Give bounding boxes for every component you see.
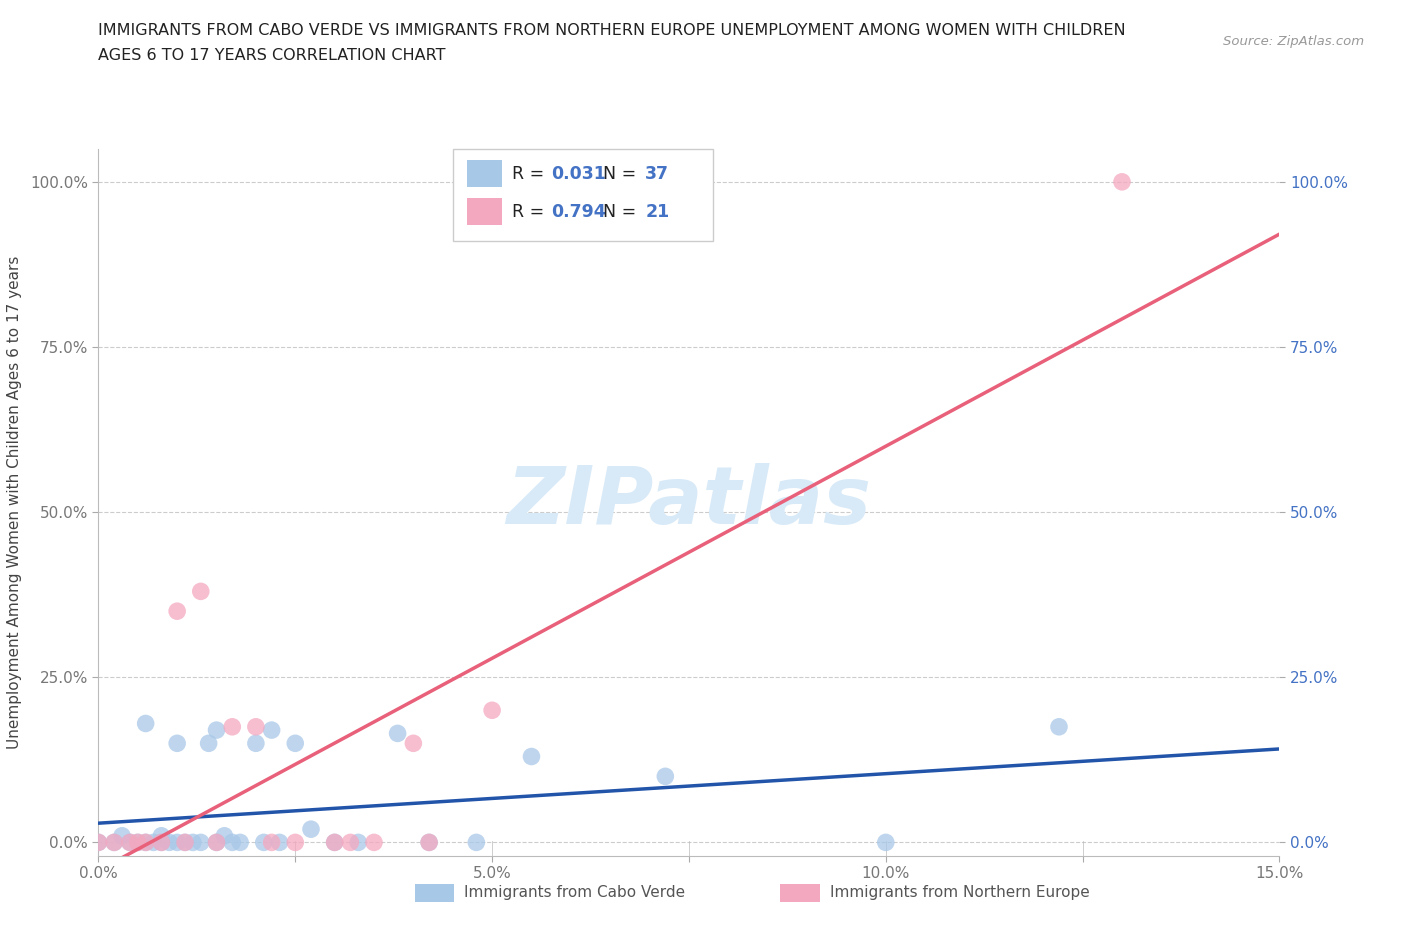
- Point: [118, 835, 141, 850]
- Point: [181, 835, 204, 850]
- Point: [150, 835, 173, 850]
- Point: [103, 835, 125, 850]
- Text: Immigrants from Northern Europe: Immigrants from Northern Europe: [830, 885, 1090, 900]
- Point: [284, 835, 307, 850]
- Point: [205, 723, 228, 737]
- FancyBboxPatch shape: [467, 160, 502, 187]
- Point: [253, 835, 276, 850]
- Point: [402, 736, 425, 751]
- Text: Immigrants from Cabo Verde: Immigrants from Cabo Verde: [464, 885, 685, 900]
- Point: [197, 736, 219, 751]
- FancyBboxPatch shape: [453, 149, 713, 241]
- Point: [87, 835, 110, 850]
- Point: [387, 726, 409, 741]
- Point: [654, 769, 676, 784]
- Text: ZIPatlas: ZIPatlas: [506, 463, 872, 541]
- Point: [221, 835, 243, 850]
- Point: [418, 835, 440, 850]
- Point: [205, 835, 228, 850]
- Point: [135, 716, 157, 731]
- Point: [150, 835, 173, 850]
- Point: [103, 835, 125, 850]
- Point: [284, 736, 307, 751]
- Point: [190, 584, 212, 599]
- Text: 0.031: 0.031: [551, 165, 606, 182]
- Point: [166, 736, 188, 751]
- Point: [323, 835, 346, 850]
- Point: [135, 835, 157, 850]
- Point: [174, 835, 197, 850]
- Point: [127, 835, 149, 850]
- Point: [245, 736, 267, 751]
- Point: [481, 703, 503, 718]
- Point: [1047, 719, 1070, 734]
- Point: [135, 835, 157, 850]
- Text: AGES 6 TO 17 YEARS CORRELATION CHART: AGES 6 TO 17 YEARS CORRELATION CHART: [98, 48, 446, 63]
- Point: [1111, 175, 1133, 190]
- Point: [245, 719, 267, 734]
- Point: [205, 835, 228, 850]
- Text: R =: R =: [512, 203, 550, 220]
- Y-axis label: Unemployment Among Women with Children Ages 6 to 17 years: Unemployment Among Women with Children A…: [7, 256, 21, 749]
- Point: [418, 835, 440, 850]
- Text: IMMIGRANTS FROM CABO VERDE VS IMMIGRANTS FROM NORTHERN EUROPE UNEMPLOYMENT AMONG: IMMIGRANTS FROM CABO VERDE VS IMMIGRANTS…: [98, 23, 1126, 38]
- Point: [157, 835, 180, 850]
- Text: N =: N =: [592, 203, 643, 220]
- Point: [166, 835, 188, 850]
- Point: [150, 829, 173, 844]
- Point: [142, 835, 165, 850]
- Point: [363, 835, 385, 850]
- Point: [166, 604, 188, 618]
- Point: [111, 829, 134, 844]
- Text: 37: 37: [645, 165, 669, 182]
- Point: [323, 835, 346, 850]
- Point: [190, 835, 212, 850]
- Text: 21: 21: [645, 203, 669, 220]
- Point: [214, 829, 236, 844]
- Text: R =: R =: [512, 165, 550, 182]
- Point: [127, 835, 149, 850]
- Point: [260, 835, 283, 850]
- Text: Source: ZipAtlas.com: Source: ZipAtlas.com: [1223, 35, 1364, 48]
- Text: N =: N =: [592, 165, 643, 182]
- Point: [520, 749, 543, 764]
- Point: [229, 835, 252, 850]
- Point: [269, 835, 291, 850]
- Point: [875, 835, 897, 850]
- Point: [347, 835, 370, 850]
- FancyBboxPatch shape: [467, 198, 502, 225]
- Point: [174, 835, 197, 850]
- Point: [221, 719, 243, 734]
- Point: [260, 723, 283, 737]
- Point: [299, 822, 322, 837]
- Point: [339, 835, 361, 850]
- Text: 0.794: 0.794: [551, 203, 606, 220]
- Point: [87, 835, 110, 850]
- Point: [118, 835, 141, 850]
- Point: [465, 835, 488, 850]
